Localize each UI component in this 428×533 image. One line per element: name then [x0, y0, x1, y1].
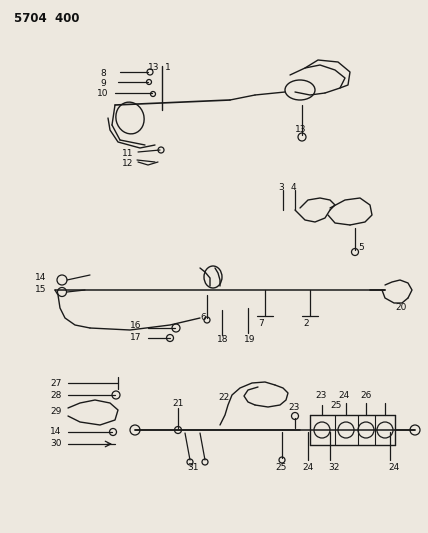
Text: 31: 31 [187, 463, 199, 472]
Text: 32: 32 [328, 464, 339, 472]
Text: 17: 17 [130, 334, 142, 343]
Text: 25: 25 [275, 463, 286, 472]
Text: 14: 14 [35, 273, 46, 282]
Text: 30: 30 [50, 440, 62, 448]
Text: 12: 12 [122, 158, 134, 167]
Text: 23: 23 [315, 392, 327, 400]
Text: 9: 9 [100, 79, 106, 88]
Text: 20: 20 [395, 303, 406, 312]
Text: 29: 29 [50, 408, 61, 416]
Text: 8: 8 [100, 69, 106, 78]
Text: 2: 2 [303, 319, 309, 327]
Text: 19: 19 [244, 335, 256, 344]
Text: 25: 25 [330, 400, 342, 409]
Text: 5: 5 [358, 244, 364, 253]
Text: 3: 3 [278, 182, 284, 191]
Text: 27: 27 [50, 378, 61, 387]
Text: 13: 13 [295, 125, 306, 134]
Text: 14: 14 [50, 427, 61, 437]
Text: 13: 13 [148, 63, 160, 72]
Text: 28: 28 [50, 391, 61, 400]
Text: 4: 4 [291, 182, 297, 191]
Text: 16: 16 [130, 321, 142, 330]
Text: 24: 24 [338, 392, 349, 400]
Text: 23: 23 [288, 403, 299, 413]
Text: 6: 6 [200, 312, 206, 321]
Text: 15: 15 [35, 286, 47, 295]
Text: 18: 18 [217, 335, 229, 344]
Text: 21: 21 [172, 399, 183, 408]
Text: 10: 10 [97, 90, 109, 99]
Text: 24: 24 [302, 464, 313, 472]
Text: 24: 24 [388, 464, 399, 472]
Text: 11: 11 [122, 149, 134, 157]
Text: 7: 7 [258, 319, 264, 327]
Text: 26: 26 [360, 392, 372, 400]
Text: 22: 22 [218, 393, 229, 402]
Text: 5704  400: 5704 400 [14, 12, 80, 25]
Text: 1: 1 [165, 63, 171, 72]
